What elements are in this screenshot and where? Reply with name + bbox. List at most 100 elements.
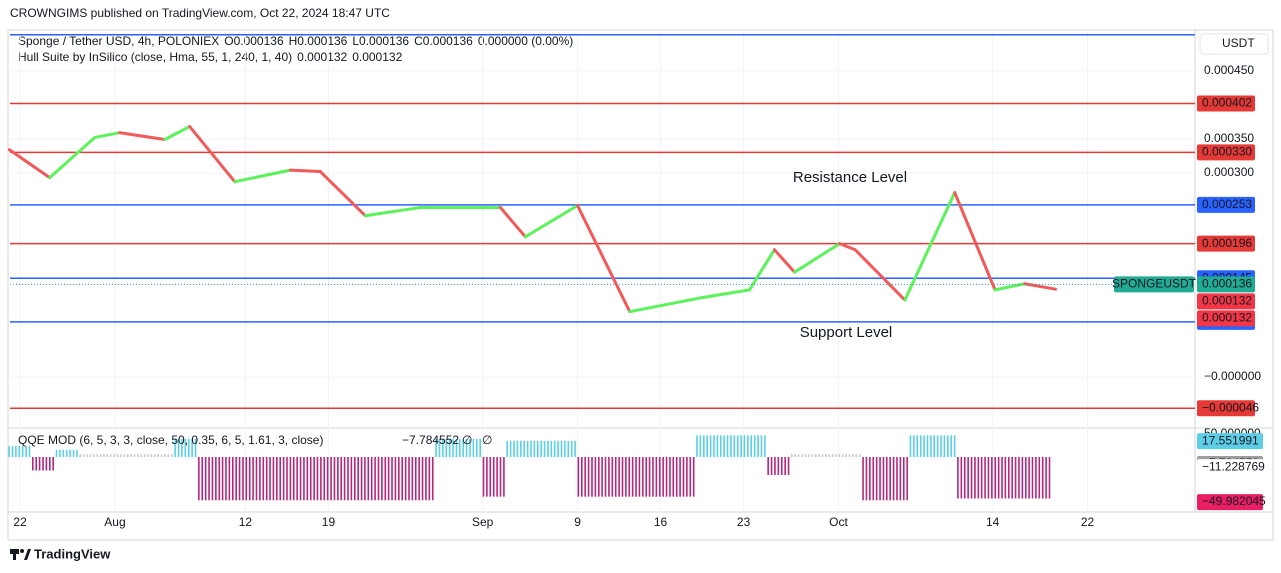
histogram-bar <box>696 435 719 457</box>
x-tick-label: Oct <box>829 515 848 529</box>
symbol-label: SPONGEUSDT <box>1112 277 1197 291</box>
histogram-bar <box>198 456 221 501</box>
x-tick-label: 22 <box>1081 515 1095 529</box>
histogram-bar <box>32 456 55 471</box>
histogram-bar <box>719 435 742 457</box>
x-tick-label: Aug <box>104 515 125 529</box>
histogram-bar <box>957 456 980 499</box>
level-label: −0.000046 <box>1202 400 1259 414</box>
y-tick-label: −0.000000 <box>1204 369 1261 383</box>
histogram-bar <box>767 456 790 476</box>
histogram-bar <box>1028 456 1051 499</box>
legend-text: Sponge / Tether USD, 4h, POLONIEX <box>18 34 219 48</box>
histogram-bar <box>648 456 671 497</box>
histogram-bar <box>933 435 956 457</box>
y-tick-label: 0.000450 <box>1204 63 1254 77</box>
hull-segment <box>698 288 752 300</box>
histogram-bar <box>316 456 339 501</box>
hull-segment <box>523 204 580 239</box>
histogram-bar <box>838 454 861 457</box>
legend-text: Hull Suite by InSilico (close, Hma, 55, … <box>18 50 292 64</box>
histogram-bar <box>411 456 434 501</box>
indicator-tag <box>1197 433 1263 450</box>
currency: USDT <box>1222 36 1255 50</box>
level-tag <box>1197 196 1255 213</box>
hull-segment <box>1023 282 1058 291</box>
ohlc-value: 0.000136 <box>297 34 347 48</box>
x-tick-label: Sep <box>472 515 494 529</box>
histogram-bar <box>221 456 244 501</box>
x-tick-label: 14 <box>986 515 1000 529</box>
histogram-bar <box>577 456 600 497</box>
x-tick-label: 22 <box>13 515 27 529</box>
annotation: Resistance Level <box>793 169 907 186</box>
price-label: 0.000132 <box>1202 294 1252 308</box>
header: CROWNGIMS published on TradingView.com, … <box>10 6 390 20</box>
level-label: 0.000402 <box>1202 96 1252 110</box>
footer: TradingView <box>34 546 111 561</box>
x-tick-label: 16 <box>654 515 668 529</box>
hull-segment <box>289 168 322 173</box>
indicator-tag <box>1197 459 1263 476</box>
price-label: 0.000132 <box>1202 311 1252 325</box>
histogram-bar <box>1004 456 1027 499</box>
histogram-bar <box>435 438 458 457</box>
x-tick-label: 23 <box>737 515 751 529</box>
hull-segment <box>163 125 192 142</box>
histogram-bar <box>269 456 292 501</box>
hull-segment <box>233 168 293 184</box>
ohlc-key: L <box>352 34 359 48</box>
legend-text: 0.000000 (0.00%) <box>478 34 573 48</box>
y-tick-label: 0.000350 <box>1204 131 1254 145</box>
x-tick-label: 19 <box>322 515 336 529</box>
legend-text: 0.000132 <box>352 50 402 64</box>
histogram-bar <box>862 456 885 501</box>
histogram-bar <box>980 456 1003 499</box>
price-tag <box>1197 310 1255 327</box>
hull-segment <box>748 248 776 292</box>
hull-segment <box>7 148 52 180</box>
histogram-bar <box>530 440 553 457</box>
indicator-tag-label: 17.551991 <box>1202 433 1259 447</box>
hull-segment <box>576 204 632 314</box>
ohlc-key: O <box>224 34 233 48</box>
ohlc-key: C <box>414 34 423 48</box>
indicator-tag-label: −11.228769 <box>1202 459 1265 473</box>
hull-segment <box>953 191 997 292</box>
hull-segment <box>993 282 1027 292</box>
histogram-bar <box>79 454 102 457</box>
hull-segment <box>628 296 702 314</box>
histogram-bar <box>364 456 387 501</box>
ohlc-value: 0.000136 <box>359 34 409 48</box>
histogram-bar <box>482 456 505 497</box>
legend-text: 0.000132 <box>297 50 347 64</box>
indicator-mark: ∅ <box>482 433 492 447</box>
ohlc-key: H <box>289 34 298 48</box>
hull-segment <box>793 242 842 274</box>
hull-segment <box>903 191 957 302</box>
histogram-bar <box>126 454 149 457</box>
annotation: Support Level <box>800 324 893 341</box>
indicator-value: −7.784552 <box>402 433 459 447</box>
histogram-bar <box>672 456 695 497</box>
x-tick-label: 12 <box>239 515 253 529</box>
price-label: 0.000136 <box>1202 277 1252 291</box>
histogram-bar <box>458 438 481 457</box>
logo <box>10 549 31 560</box>
hull-segment <box>188 125 237 184</box>
indicator-mark: ∅ <box>462 433 472 447</box>
histogram-bar <box>8 446 31 457</box>
currency-button[interactable] <box>1199 33 1269 55</box>
histogram-bar <box>885 456 908 501</box>
level-tag <box>1197 144 1255 161</box>
hull-segment <box>838 242 857 252</box>
symbol-tag <box>1114 276 1194 293</box>
histogram-bar <box>150 454 173 457</box>
hull-segment <box>93 131 122 139</box>
histogram-bar <box>55 449 78 457</box>
y-tick-label: 0.000300 <box>1204 165 1254 179</box>
histogram-bar <box>103 454 126 457</box>
indicator-title: QQE MOD (6, 5, 3, 3, close, 50, 0.35, 6,… <box>18 433 323 447</box>
